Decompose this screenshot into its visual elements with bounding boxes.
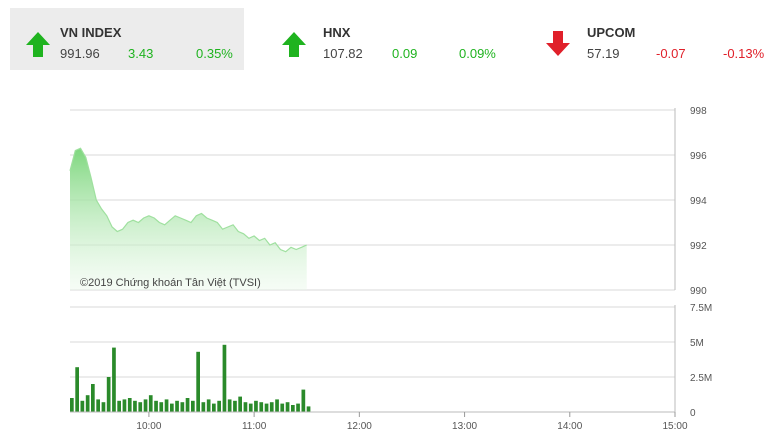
volume-bar — [133, 400, 137, 412]
volume-bar — [148, 395, 153, 412]
index-card-vnindex[interactable]: VN INDEX 991.96 3.43 0.35% — [10, 8, 244, 70]
index-card-hnx[interactable]: HNX 107.82 0.09 0.09% — [266, 8, 506, 70]
volume-bar — [164, 399, 169, 412]
volume-bar — [80, 400, 85, 412]
volume-bar — [254, 400, 258, 412]
volume-bar — [75, 367, 79, 412]
volume-bar — [306, 406, 311, 412]
volume-bar — [196, 351, 200, 412]
price-line — [69, 147, 307, 253]
volume-bar — [185, 398, 190, 412]
time-tick-label: 11:00 — [242, 421, 267, 432]
price-panel: 998 996 994 992 990 — [69, 106, 707, 297]
arrow-up-icon — [282, 32, 306, 57]
volume-bar — [238, 396, 242, 412]
price-tick-label: 992 — [690, 241, 707, 252]
volume-tick-label: 7.5M — [690, 303, 712, 314]
volume-bar — [106, 377, 111, 412]
volume-bar — [112, 347, 116, 412]
volume-tick-label: 0 — [690, 408, 696, 419]
volume-panel: 7.5M 5M 2.5M 0 — [70, 303, 712, 419]
price-tick-label: 996 — [690, 151, 707, 162]
volume-bar — [280, 403, 285, 412]
time-tick-label: 12:00 — [347, 421, 372, 432]
volume-bar — [70, 398, 74, 412]
volume-bar — [233, 400, 237, 412]
volume-bar — [138, 402, 143, 412]
index-change: 3.43 — [128, 46, 154, 61]
volume-bar — [301, 389, 306, 412]
price-tick-label: 990 — [690, 286, 707, 297]
price-tick-label: 998 — [690, 106, 707, 117]
volume-bar — [243, 402, 248, 412]
index-value: 57.19 — [587, 46, 620, 61]
volume-bar — [170, 403, 174, 412]
volume-tick-label: 2.5M — [690, 373, 712, 384]
volume-tick-label: 5M — [690, 338, 704, 349]
time-tick-label: 13:00 — [452, 421, 477, 432]
index-value: 991.96 — [60, 46, 100, 61]
price-area — [70, 148, 307, 290]
time-axis: 10:00 11:00 12:00 13:00 14:00 15:00 — [70, 411, 688, 432]
volume-bar — [275, 399, 279, 412]
volume-bar — [154, 400, 158, 412]
volume-bar — [143, 399, 148, 412]
index-value: 107.82 — [323, 46, 363, 61]
volume-bar — [101, 402, 106, 412]
index-percent: -0.13% — [723, 46, 765, 61]
volume-bar — [159, 402, 164, 412]
index-change: -0.07 — [656, 46, 686, 61]
volume-bar — [227, 399, 232, 412]
volume-bar — [201, 402, 206, 412]
volume-bar — [291, 405, 295, 412]
volume-bar — [122, 399, 127, 412]
volume-bar — [217, 400, 221, 412]
index-change: 0.09 — [392, 46, 418, 61]
volume-bar — [175, 400, 179, 412]
price-tick-label: 994 — [690, 196, 707, 207]
volume-bar — [285, 402, 290, 412]
volume-bar — [296, 403, 300, 412]
index-name: HNX — [323, 25, 351, 40]
copyright-text: ©2019 Chứng khoán Tân Việt (TVSI) — [80, 277, 261, 289]
volume-bar — [264, 403, 269, 412]
volume-bar — [248, 403, 253, 412]
volume-bar — [180, 402, 185, 412]
volume-bar — [96, 399, 100, 412]
volume-bar — [212, 403, 216, 412]
volume-bar — [127, 398, 132, 412]
time-tick-label: 10:00 — [136, 421, 161, 432]
volume-bar — [206, 399, 211, 412]
arrow-down-icon — [546, 31, 570, 56]
volume-bar — [191, 400, 195, 412]
volume-bar — [222, 344, 227, 412]
time-tick-label: 14:00 — [557, 421, 582, 432]
volume-bar — [85, 395, 90, 412]
volume-bar — [117, 400, 121, 412]
time-tick-label: 15:00 — [662, 421, 687, 432]
index-summary-bar: VN INDEX 991.96 3.43 0.35% HNX 107.82 0.… — [0, 0, 780, 70]
volume-bar — [91, 384, 95, 412]
volume-bar — [259, 402, 264, 412]
index-name: UPCOM — [587, 25, 636, 40]
index-name: VN INDEX — [60, 25, 122, 40]
arrow-up-icon — [26, 32, 50, 57]
index-card-upcom[interactable]: UPCOM 57.19 -0.07 -0.13% — [530, 8, 775, 70]
volume-bar — [269, 402, 274, 412]
index-percent: 0.09% — [459, 46, 496, 61]
index-percent: 0.35% — [196, 46, 233, 61]
